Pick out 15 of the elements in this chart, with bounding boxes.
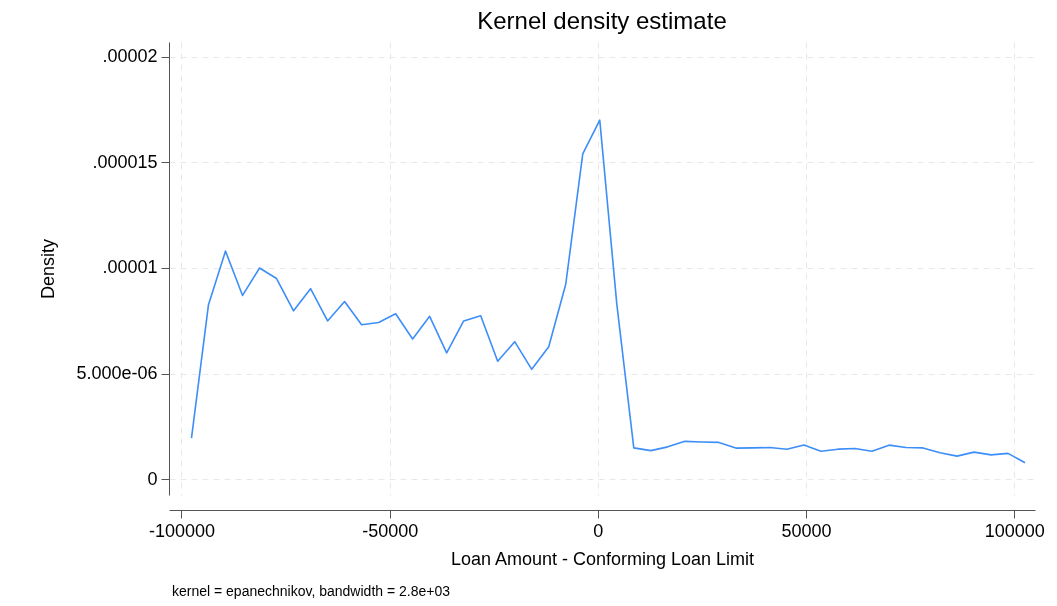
y-axis-title: Density (38, 238, 59, 300)
x-tick-label: 100000 (984, 520, 1045, 541)
y-tick-label: 5.000e-06 (76, 363, 158, 384)
chart-title: Kernel density estimate (477, 7, 727, 34)
x-tick-label: 50000 (781, 520, 832, 541)
x-axis-title: Loan Amount - Conforming Loan Limit (450, 548, 755, 569)
y-tick-label: .00001 (102, 257, 158, 278)
line-series (190, 119, 1026, 464)
x-tick-label: 0 (593, 520, 604, 541)
y-tick-label: .000015 (92, 151, 158, 172)
y-tick-label: 0 (147, 468, 158, 489)
x-tick-label: -50000 (362, 520, 419, 541)
x-tick-label: -100000 (148, 520, 216, 541)
y-tick-label: .00002 (102, 46, 158, 67)
text: kernel = epanechnikov, bandwidth = 2.8e+03 (172, 583, 451, 599)
